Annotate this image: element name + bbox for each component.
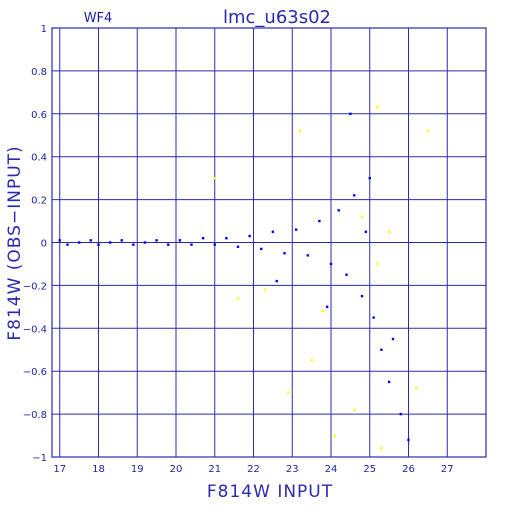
data-point	[271, 230, 275, 233]
data-point	[294, 228, 298, 231]
data-point	[108, 241, 112, 244]
data-point	[97, 243, 100, 246]
x-tick-label: 23	[286, 464, 299, 475]
y-tick-label: −0.2	[23, 281, 47, 292]
data-point	[329, 262, 333, 266]
y-tick-label: −0.8	[23, 410, 47, 421]
data-point-highlight	[380, 447, 383, 450]
data-point	[248, 234, 251, 238]
data-point-highlight	[376, 106, 379, 109]
data-point-highlight	[287, 391, 290, 394]
y-tick-label: 0.6	[31, 110, 47, 121]
x-axis-title: F814W INPUT	[207, 482, 333, 502]
x-tick-label: 24	[325, 464, 338, 475]
data-point	[190, 243, 193, 246]
data-point-highlight	[415, 387, 418, 390]
x-tick-label: 25	[363, 464, 376, 475]
data-point	[89, 239, 92, 242]
data-point-highlight	[298, 129, 302, 133]
y-tick-label: −1	[32, 453, 47, 464]
data-point	[178, 239, 182, 242]
data-point	[66, 243, 69, 246]
data-point-highlight	[322, 309, 325, 313]
y-axis-title: F814W (OBS−INPUT)	[5, 145, 25, 340]
y-axis-ticks: 1 0.8 0.6 0.4 0.2 0 −0.2 −0.4 −0.6 −0.8 −1	[23, 24, 47, 464]
data-point	[225, 237, 228, 240]
data-point	[380, 348, 383, 351]
y-tick-label: 0.2	[31, 196, 47, 207]
data-point	[345, 273, 348, 276]
data-point	[155, 239, 158, 242]
data-point-highlight	[360, 215, 364, 218]
data-point	[337, 209, 340, 212]
data-point	[364, 230, 368, 233]
data-point	[306, 254, 309, 257]
data-point	[260, 247, 263, 251]
y-tick-label: −0.6	[23, 367, 47, 378]
data-point	[213, 243, 216, 246]
data-point-highlight	[263, 288, 267, 291]
data-point	[201, 237, 205, 240]
data-point	[368, 176, 371, 180]
data-point	[360, 294, 364, 298]
data-point	[318, 219, 321, 223]
x-tick-label: 18	[92, 464, 105, 475]
x-axis-ticks: 17 18 19 20 21 22 23 24 25 26 27	[53, 464, 453, 475]
x-tick-label: 27	[441, 464, 454, 475]
data-point-highlight	[387, 230, 391, 233]
data-point	[77, 241, 81, 244]
data-point-highlight	[213, 176, 216, 180]
x-tick-label: 19	[131, 464, 144, 475]
chart-title: lmc_u63s02	[223, 7, 331, 28]
y-tick-label: 0.4	[31, 153, 47, 164]
data-point	[275, 279, 278, 283]
data-point-highlight	[426, 129, 430, 133]
data-point	[236, 245, 240, 248]
data-point	[399, 412, 402, 416]
data-point-highlight	[333, 434, 337, 437]
data-point	[120, 239, 123, 242]
data-point	[353, 194, 356, 197]
data-point-highlight	[376, 262, 379, 266]
plot-frame	[51, 27, 487, 458]
panel-label: WF4	[84, 11, 113, 26]
data-point	[407, 438, 410, 442]
data-point-highlight	[353, 408, 356, 412]
data-point	[58, 239, 61, 242]
data-point	[167, 243, 170, 246]
y-tick-label: 0.8	[31, 67, 47, 78]
data-point	[132, 243, 135, 246]
data-point	[283, 252, 286, 255]
data-point	[391, 337, 395, 341]
data-point-highlight	[310, 359, 313, 362]
x-tick-label: 22	[247, 464, 260, 475]
data-point	[372, 316, 375, 319]
data-point	[349, 112, 352, 115]
data-point	[143, 241, 147, 244]
data-point	[325, 305, 329, 309]
data-points	[58, 106, 430, 450]
data-point-highlight	[236, 297, 240, 300]
y-tick-label: 0	[41, 239, 47, 250]
x-tick-label: 21	[208, 464, 221, 475]
x-tick-label: 17	[53, 464, 66, 475]
x-tick-label: 26	[402, 464, 415, 475]
data-point	[387, 380, 391, 384]
y-tick-label: −0.4	[23, 324, 47, 335]
x-tick-label: 20	[170, 464, 183, 475]
y-tick-label: 1	[41, 24, 47, 35]
